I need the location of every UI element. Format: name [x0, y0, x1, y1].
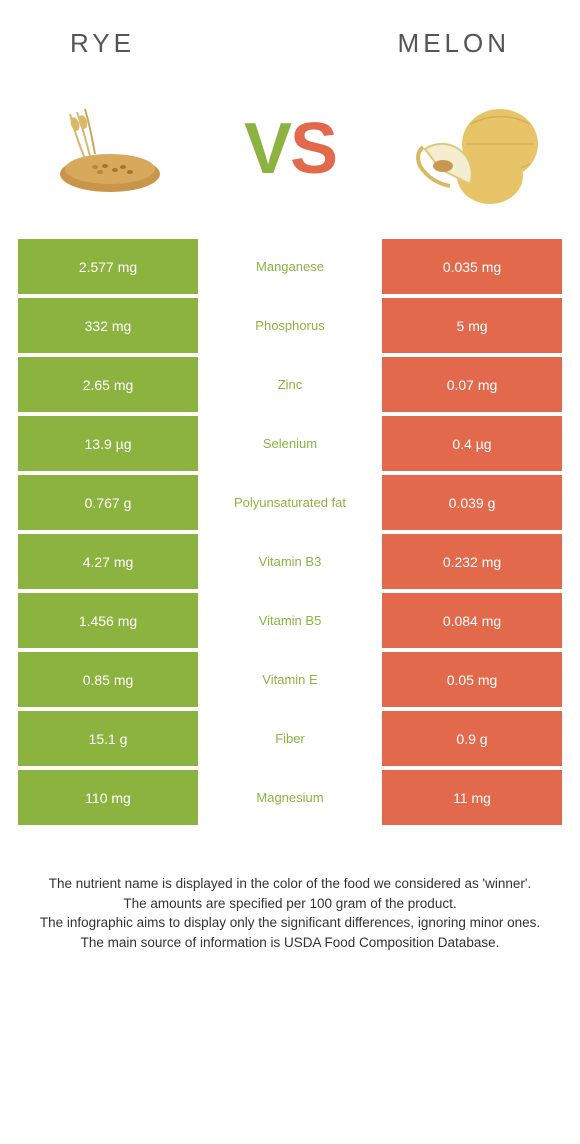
table-row: 2.65 mgZinc0.07 mg: [18, 357, 562, 412]
nutrient-label: Polyunsaturated fat: [198, 475, 382, 530]
value-left: 15.1 g: [18, 711, 198, 766]
value-left: 4.27 mg: [18, 534, 198, 589]
footer-line-1: The nutrient name is displayed in the co…: [24, 874, 556, 894]
table-row: 2.577 mgManganese0.035 mg: [18, 239, 562, 294]
table-row: 332 mgPhosphorus5 mg: [18, 298, 562, 353]
title-left: RYE: [70, 28, 135, 59]
table-row: 13.9 µgSelenium0.4 µg: [18, 416, 562, 471]
value-left: 2.65 mg: [18, 357, 198, 412]
value-left: 332 mg: [18, 298, 198, 353]
value-right: 0.232 mg: [382, 534, 562, 589]
title-right: MELON: [398, 28, 510, 59]
vs-s: S: [290, 109, 336, 189]
table-row: 4.27 mgVitamin B30.232 mg: [18, 534, 562, 589]
nutrient-label: Magnesium: [198, 770, 382, 825]
nutrient-label: Phosphorus: [198, 298, 382, 353]
value-left: 0.767 g: [18, 475, 198, 530]
vs-v: V: [244, 109, 290, 189]
vs-label: VS: [244, 108, 336, 190]
table-row: 0.85 mgVitamin E0.05 mg: [18, 652, 562, 707]
melon-image: [390, 89, 550, 209]
value-right: 0.039 g: [382, 475, 562, 530]
footer-notes: The nutrient name is displayed in the co…: [0, 829, 580, 952]
value-left: 110 mg: [18, 770, 198, 825]
value-right: 11 mg: [382, 770, 562, 825]
nutrient-label: Vitamin B5: [198, 593, 382, 648]
value-right: 0.07 mg: [382, 357, 562, 412]
footer-line-2: The amounts are specified per 100 gram o…: [24, 894, 556, 914]
nutrient-label: Vitamin E: [198, 652, 382, 707]
value-right: 5 mg: [382, 298, 562, 353]
comparison-table: 2.577 mgManganese0.035 mg332 mgPhosphoru…: [0, 239, 580, 825]
table-row: 110 mgMagnesium11 mg: [18, 770, 562, 825]
value-right: 0.084 mg: [382, 593, 562, 648]
footer-line-4: The main source of information is USDA F…: [24, 933, 556, 953]
nutrient-label: Manganese: [198, 239, 382, 294]
rye-image: [30, 89, 190, 209]
value-left: 13.9 µg: [18, 416, 198, 471]
table-row: 1.456 mgVitamin B50.084 mg: [18, 593, 562, 648]
nutrient-label: Vitamin B3: [198, 534, 382, 589]
nutrient-label: Fiber: [198, 711, 382, 766]
value-right: 0.9 g: [382, 711, 562, 766]
table-row: 15.1 gFiber0.9 g: [18, 711, 562, 766]
value-right: 0.4 µg: [382, 416, 562, 471]
value-left: 1.456 mg: [18, 593, 198, 648]
value-left: 2.577 mg: [18, 239, 198, 294]
nutrient-label: Selenium: [198, 416, 382, 471]
hero-row: VS: [0, 69, 580, 239]
value-right: 0.035 mg: [382, 239, 562, 294]
table-row: 0.767 gPolyunsaturated fat0.039 g: [18, 475, 562, 530]
value-left: 0.85 mg: [18, 652, 198, 707]
value-right: 0.05 mg: [382, 652, 562, 707]
header: RYE MELON: [0, 0, 580, 69]
nutrient-label: Zinc: [198, 357, 382, 412]
footer-line-3: The infographic aims to display only the…: [24, 913, 556, 933]
